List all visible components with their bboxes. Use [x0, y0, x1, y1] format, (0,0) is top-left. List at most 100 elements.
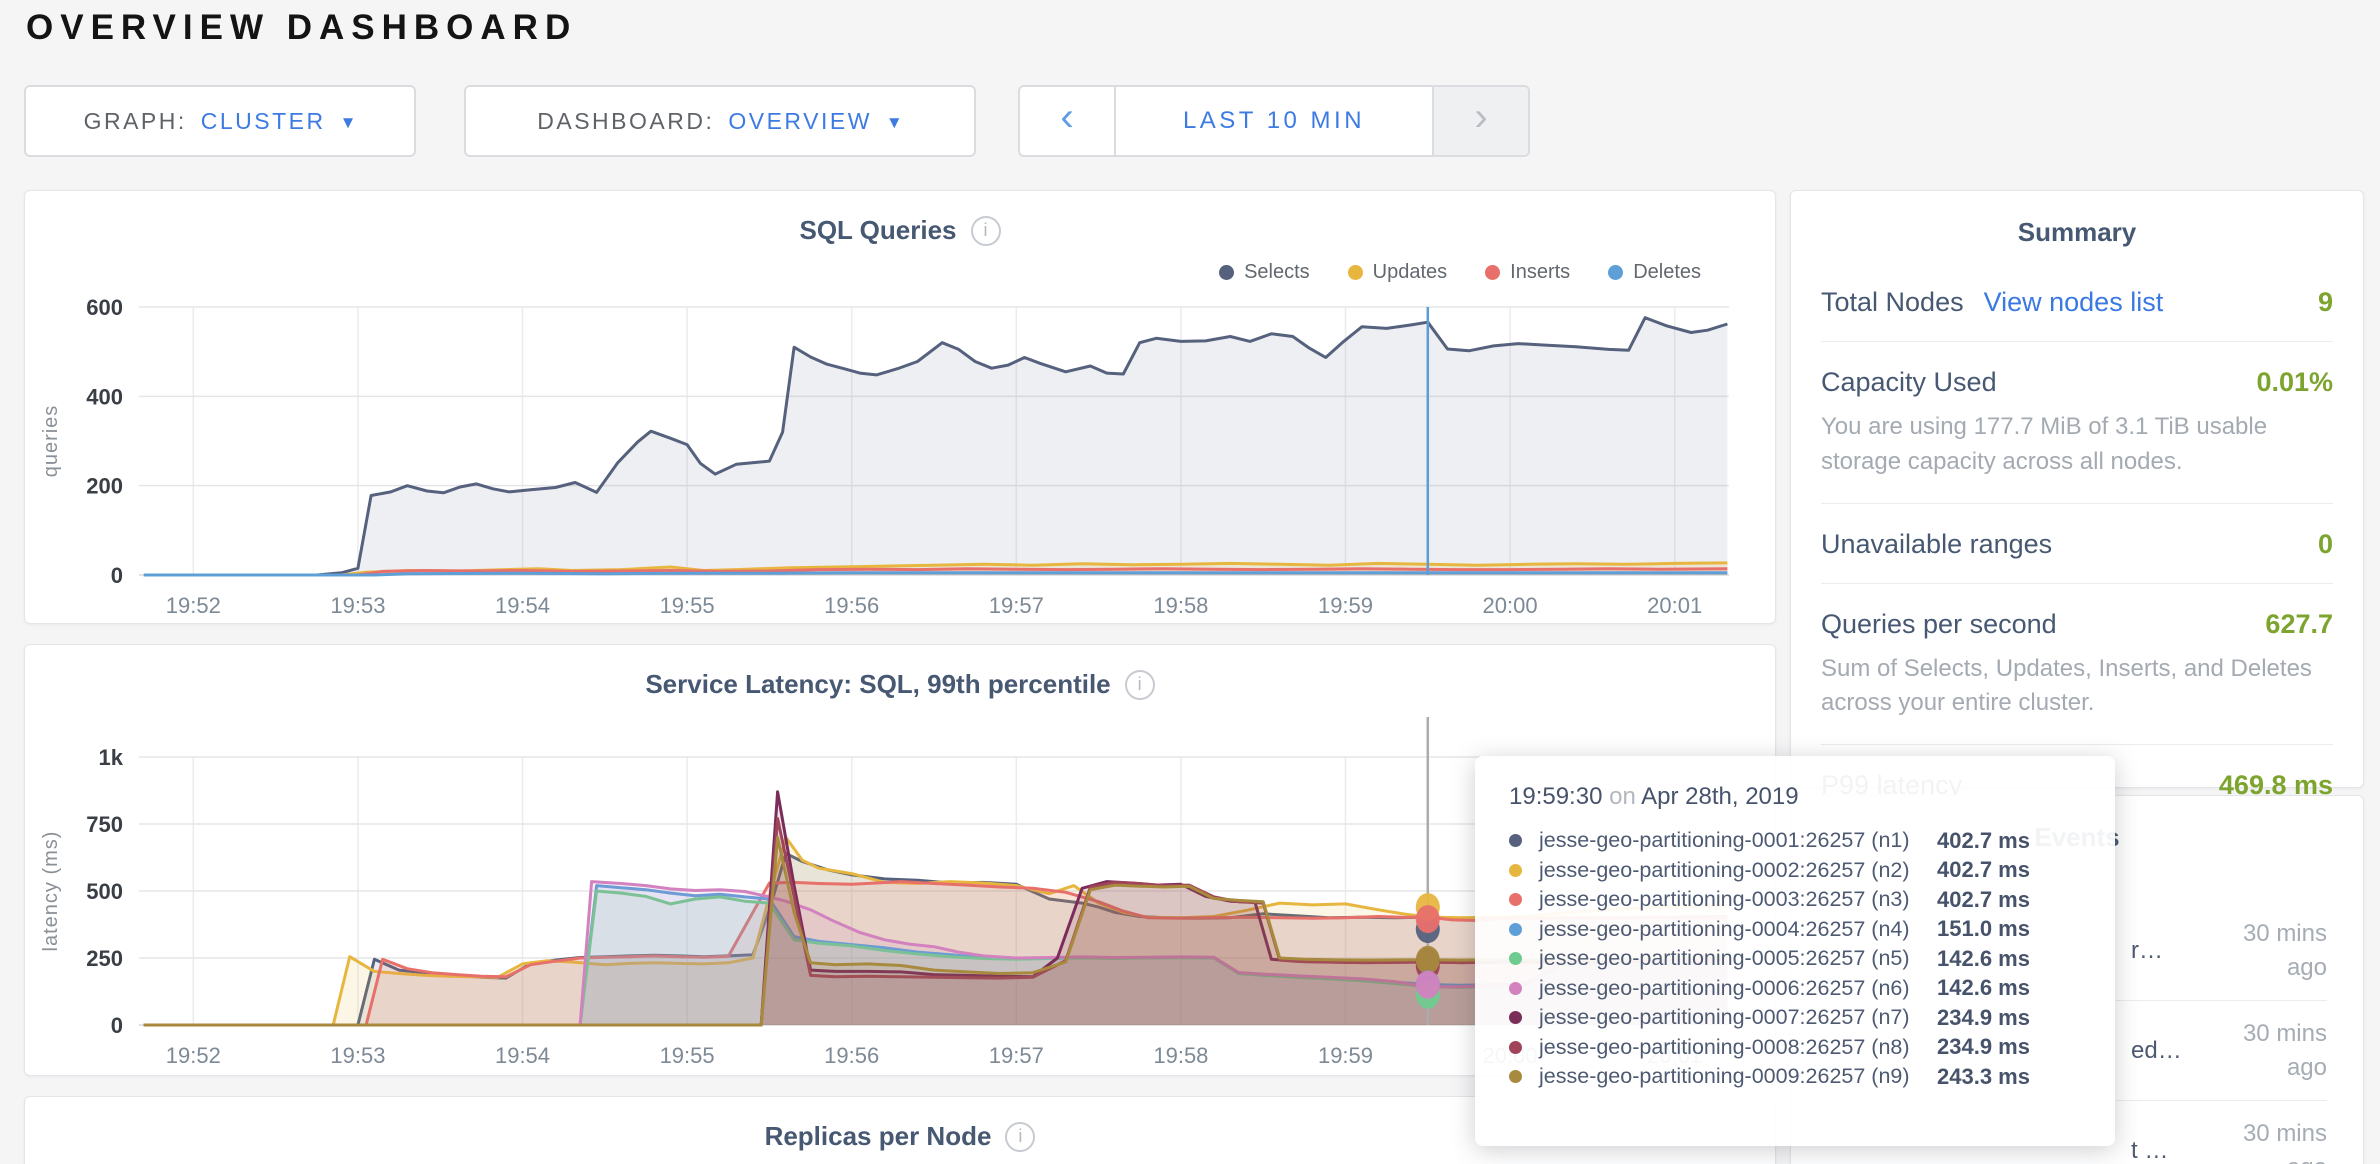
- tooltip-node-row: jesse-geo-partitioning-0001:26257 (n1) 40…: [1509, 826, 2081, 856]
- legend-label: Deletes: [1633, 261, 1701, 283]
- legend-label: Updates: [1372, 261, 1448, 283]
- svg-text:queries: queries: [40, 405, 62, 478]
- node-color-dot-icon: [1509, 1011, 1522, 1025]
- svg-text:250: 250: [86, 946, 123, 971]
- svg-text:200: 200: [86, 474, 123, 499]
- svg-text:19:53: 19:53: [330, 1043, 385, 1068]
- legend-label: Selects: [1244, 261, 1310, 283]
- legend-item-deletes[interactable]: Deletes: [1608, 261, 1701, 284]
- legend-item-inserts[interactable]: Inserts: [1485, 261, 1570, 284]
- chevron-left-icon: ‹: [1060, 95, 1074, 139]
- chevron-right-icon: ›: [1474, 95, 1488, 139]
- graph-dropdown[interactable]: GRAPH: CLUSTER ▼: [24, 85, 416, 157]
- tooltip-node-value: 402.7 ms: [1937, 886, 2030, 912]
- svg-text:19:55: 19:55: [660, 593, 715, 618]
- legend-item-updates[interactable]: Updates: [1347, 261, 1448, 284]
- svg-text:19:52: 19:52: [166, 1043, 221, 1068]
- svg-text:19:56: 19:56: [824, 1043, 879, 1068]
- replicas-per-node-title: Replicas per Node: [764, 1121, 992, 1151]
- event-time: 30 mins ago: [2242, 1120, 2327, 1164]
- tooltip-node-value: 234.9 ms: [1937, 1034, 2030, 1060]
- capacity-used-value: 0.01%: [2256, 367, 2333, 397]
- queries-per-second-label: Queries per second: [1821, 608, 2057, 639]
- node-color-dot-icon: [1509, 893, 1522, 907]
- svg-text:19:58: 19:58: [1153, 1043, 1208, 1068]
- tooltip-node-name: jesse-geo-partitioning-0009:26257 (n9): [1539, 1064, 1910, 1089]
- legend-dot-icon: [1219, 265, 1235, 280]
- svg-text:20:00: 20:00: [1483, 593, 1538, 618]
- summary-row-total-nodes: Total Nodes View nodes list 9: [1821, 262, 2333, 341]
- tooltip-node-name: jesse-geo-partitioning-0002:26257 (n2): [1539, 857, 1910, 882]
- service-latency-title: Service Latency: SQL, 99th percentile: [645, 669, 1111, 699]
- dashboard-dropdown-label: DASHBOARD:: [537, 107, 715, 134]
- time-range-prev-button[interactable]: ‹: [1020, 87, 1116, 155]
- tooltip-node-value: 142.6 ms: [1937, 975, 2030, 1001]
- legend-dot-icon: [1485, 265, 1501, 280]
- tooltip-timestamp: 19:59:30 on Apr 28th, 2019: [1509, 783, 1799, 810]
- sql-queries-title: SQL Queries: [799, 215, 957, 245]
- tooltip-node-name: jesse-geo-partitioning-0005:26257 (n5): [1539, 946, 1910, 971]
- chevron-down-icon: ▼: [339, 112, 357, 132]
- svg-text:400: 400: [86, 384, 123, 409]
- tooltip-node-row: jesse-geo-partitioning-0005:26257 (n5) 14…: [1509, 944, 2081, 974]
- legend-dot-icon: [1347, 265, 1363, 280]
- event-row[interactable]: ed… 30 mins ago: [1827, 1000, 2327, 1100]
- service-latency-chart[interactable]: 0 250 500 750 1k 19:52 19:53 19:54 19:55 19:56 19:…: [39, 717, 1749, 1075]
- svg-text:19:55: 19:55: [660, 1043, 715, 1068]
- legend-item-selects[interactable]: Selects: [1219, 261, 1310, 284]
- event-time: 30 mins ago: [2242, 920, 2327, 981]
- time-range-next-button[interactable]: ›: [1432, 87, 1528, 155]
- tooltip-node-name: jesse-geo-partitioning-0001:26257 (n1): [1539, 828, 1910, 853]
- time-range-label[interactable]: LAST 10 MIN: [1182, 107, 1366, 134]
- summary-heading: Summary: [2017, 217, 2137, 247]
- tooltip-node-value: 243.3 ms: [1937, 1063, 2030, 1089]
- node-color-dot-icon: [1509, 1070, 1522, 1084]
- sql-queries-card: SQL Queries i Selects Updates Inserts Delete…: [24, 190, 1776, 624]
- node-color-dot-icon: [1509, 922, 1522, 936]
- summary-row-queries-per-second: Queries per second 627.7 Sum of Selects,…: [1821, 582, 2333, 745]
- tooltip-node-value: 142.6 ms: [1937, 945, 2030, 971]
- node-color-dot-icon: [1509, 952, 1522, 966]
- svg-text:20:01: 20:01: [1647, 593, 1702, 618]
- sql-queries-chart[interactable]: 0 200 400 600 19:52 19:53 19:54 19:55 19:56 19:57…: [39, 295, 1749, 625]
- svg-text:19:56: 19:56: [824, 593, 879, 618]
- view-nodes-list-link[interactable]: View nodes list: [1983, 287, 2164, 317]
- event-text: ed…: [2131, 1036, 2182, 1064]
- summary-row-unavailable-ranges: Unavailable ranges 0: [1821, 502, 2333, 583]
- legend-dot-icon: [1608, 265, 1624, 280]
- sql-queries-legend: Selects Updates Inserts Deletes: [1219, 261, 1701, 284]
- info-icon[interactable]: i: [970, 215, 1001, 246]
- page-title: OVERVIEW DASHBOARD: [26, 8, 578, 47]
- queries-per-second-value: 627.7: [2265, 608, 2333, 639]
- tooltip-node-row: jesse-geo-partitioning-0007:26257 (n7) 23…: [1509, 1003, 2081, 1033]
- tooltip-node-name: jesse-geo-partitioning-0003:26257 (n3): [1539, 887, 1910, 912]
- graph-dropdown-value: CLUSTER: [200, 107, 326, 134]
- svg-text:500: 500: [86, 879, 123, 904]
- tooltip-node-name: jesse-geo-partitioning-0007:26257 (n7): [1539, 1005, 1910, 1030]
- node-color-dot-icon: [1509, 834, 1522, 848]
- node-color-dot-icon: [1509, 863, 1522, 877]
- tooltip-node-row: jesse-geo-partitioning-0004:26257 (n4) 15…: [1509, 915, 2081, 945]
- tooltip-node-value: 402.7 ms: [1937, 827, 2030, 853]
- svg-text:600: 600: [86, 295, 123, 320]
- queries-per-second-description: Sum of Selects, Updates, Inserts, and De…: [1821, 654, 2312, 717]
- svg-text:0: 0: [111, 563, 123, 588]
- summary-row-capacity-used: Capacity Used 0.01% You are using 177.7 …: [1821, 341, 2333, 503]
- svg-text:19:54: 19:54: [495, 1043, 550, 1068]
- svg-text:19:53: 19:53: [330, 593, 385, 618]
- svg-text:19:57: 19:57: [989, 593, 1044, 618]
- event-text: r…: [2131, 936, 2163, 964]
- info-icon[interactable]: i: [1124, 669, 1155, 700]
- svg-text:19:54: 19:54: [495, 593, 550, 618]
- chevron-down-icon: ▼: [885, 112, 903, 132]
- dashboard-dropdown[interactable]: DASHBOARD: OVERVIEW ▼: [464, 85, 976, 157]
- unavailable-ranges-label: Unavailable ranges: [1821, 528, 2053, 559]
- svg-text:1k: 1k: [99, 745, 124, 770]
- legend-label: Inserts: [1510, 261, 1571, 283]
- info-icon[interactable]: i: [1005, 1121, 1036, 1152]
- total-nodes-value: 9: [2317, 287, 2333, 317]
- capacity-used-label: Capacity Used: [1821, 367, 1997, 397]
- event-row[interactable]: r… 30 mins ago: [1827, 901, 2327, 1000]
- tooltip-node-value: 234.9 ms: [1937, 1004, 2030, 1030]
- svg-text:19:59: 19:59: [1318, 593, 1373, 618]
